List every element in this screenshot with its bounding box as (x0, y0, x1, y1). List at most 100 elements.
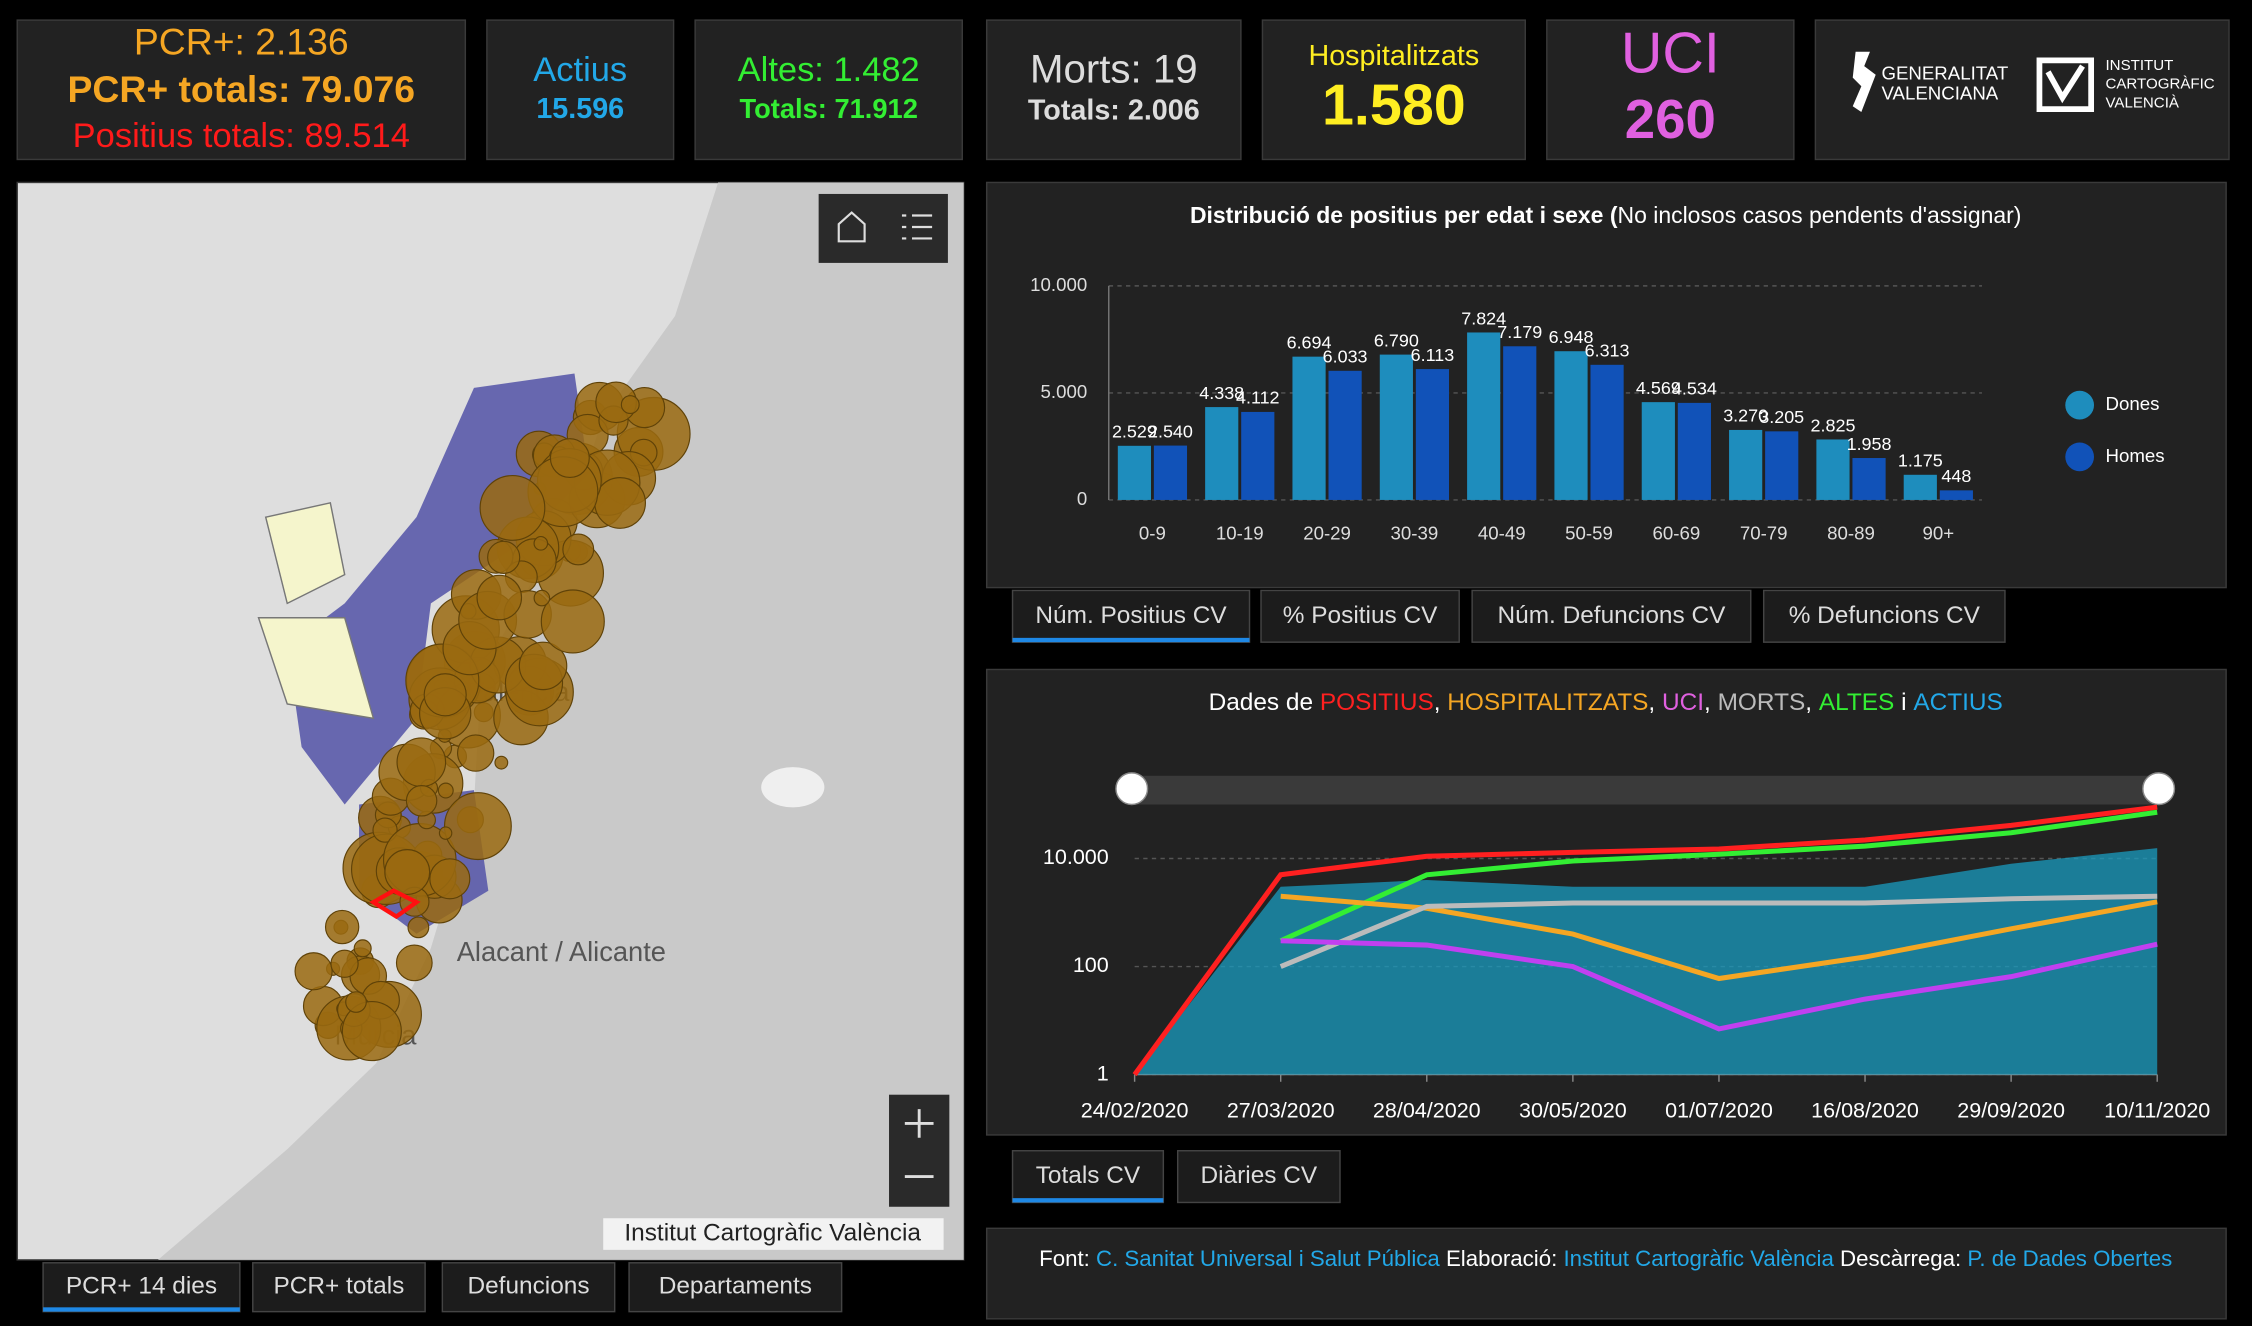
bar (1729, 429, 1763, 500)
data-label: 4.569 (1636, 378, 1681, 398)
layer-list-button[interactable] (901, 214, 933, 240)
tab-label[interactable]: % Positius CV (1283, 602, 1438, 629)
footer-label: Elaboració: (1440, 1246, 1564, 1271)
home-button[interactable] (837, 211, 866, 243)
tab[interactable] (1471, 589, 1752, 643)
bar (1328, 370, 1362, 500)
indicator-text: Altes: 1.482 (738, 51, 920, 89)
bar (1153, 445, 1188, 500)
x-tick-label: 27/03/2020 (1227, 1099, 1335, 1123)
map-toolbar (818, 193, 948, 263)
x-tick-label: 16/08/2020 (1811, 1099, 1919, 1123)
indicator-card (16, 19, 467, 161)
bar (1677, 402, 1711, 500)
line (1279, 893, 2158, 969)
footer-label: Font: (1039, 1246, 1096, 1271)
chart-title-part: UCI (1662, 689, 1704, 716)
chart-title: Distribució de positius per edat i sexe … (1190, 202, 1618, 228)
tab-label[interactable]: Diàries CV (1201, 1162, 1318, 1189)
x-tick-label: 10/11/2020 (2104, 1099, 2210, 1123)
slider-handle[interactable] (2142, 772, 2176, 806)
data-label: 6.113 (1411, 345, 1455, 365)
indicator-text: 1.580 (1322, 73, 1466, 137)
map-bubble (405, 785, 438, 817)
data-label: 6.694 (1287, 332, 1332, 352)
tab[interactable] (1011, 1150, 1165, 1204)
legend-label: Dones (2106, 393, 2160, 414)
chart-title-part: , (1805, 689, 1819, 716)
map-bubble (353, 939, 372, 958)
indicator-text: Totals: 2.006 (1028, 95, 1200, 127)
bar (1241, 411, 1275, 500)
data-label: 7.179 (1497, 322, 1542, 342)
map-bubble (407, 916, 430, 939)
bar (1852, 458, 1886, 500)
line (1280, 938, 2158, 1032)
tab-label[interactable]: Núm. Defuncions CV (1498, 602, 1727, 629)
range-slider[interactable] (1131, 775, 2159, 805)
data-label: 1.958 (1847, 434, 1892, 454)
map-bubble (384, 849, 431, 896)
footer-text: Font: C. Sanitat Universal i Salut Públi… (1039, 1246, 2172, 1271)
bar (1415, 369, 1450, 500)
map-bubble (540, 589, 605, 654)
x-tick-label: 50-59 (1565, 522, 1613, 543)
indicator-text: UCI (1621, 22, 1720, 86)
zoom-in-button[interactable] (904, 1109, 934, 1138)
map-bubble (372, 817, 398, 843)
x-tick-label: 0-9 (1139, 522, 1166, 543)
footer-link[interactable]: P. de Dades Obertes (1967, 1246, 2172, 1271)
map-region (257, 617, 375, 720)
footer-link[interactable]: Institut Cartogràfic València (1563, 1246, 1834, 1271)
map-bubble (443, 792, 512, 861)
indicator-card (486, 19, 675, 161)
logo-text: VALENCIÀ (2106, 94, 2180, 111)
indicator-text: Totals: 71.912 (740, 93, 918, 124)
tab-label[interactable]: PCR+ 14 dies (66, 1273, 217, 1300)
tab[interactable] (628, 1262, 843, 1313)
map-bubble (476, 574, 523, 621)
data-label: 448 (1941, 466, 1971, 486)
tab-label[interactable]: Departaments (659, 1273, 812, 1300)
tab[interactable] (1176, 1150, 1341, 1204)
tab[interactable] (1011, 589, 1251, 643)
bar (1554, 351, 1588, 500)
map-bubble (487, 540, 521, 574)
tab-active-underline (43, 1307, 240, 1312)
tab[interactable] (1762, 589, 2006, 643)
tab-label[interactable]: Totals CV (1036, 1162, 1141, 1189)
logo-text: INSTITUT (2106, 57, 2174, 74)
tab-label[interactable]: Defuncions (467, 1273, 589, 1300)
data-label: 4.112 (1236, 388, 1280, 408)
map-bubble (533, 536, 549, 551)
bar (1379, 354, 1413, 500)
indicator-text: 15.596 (536, 93, 624, 125)
data-label: 4.534 (1672, 379, 1717, 399)
tab-active-underline (1012, 637, 1250, 643)
chart-title-part: , (1434, 689, 1448, 716)
tab[interactable] (252, 1262, 426, 1313)
map-bubble (438, 826, 453, 840)
x-tick-label: 90+ (1923, 522, 1955, 543)
tab[interactable] (1260, 589, 1460, 643)
logo-text: GENERALITAT (1881, 63, 2008, 84)
tab-active-underline (1012, 1198, 1164, 1203)
tab[interactable] (441, 1262, 616, 1313)
data-label: 6.948 (1549, 327, 1594, 347)
logo-icon (2036, 57, 2095, 113)
map-place: Alacant / Alicante (457, 936, 666, 967)
y-tick-label: 10.000 (1030, 274, 1087, 295)
tab[interactable] (42, 1262, 241, 1313)
tab-label[interactable]: PCR+ totals (274, 1273, 405, 1300)
map-highlight (369, 888, 421, 920)
chart-title-part: HOSPITALITZATS (1447, 689, 1648, 716)
map-bubble (324, 909, 360, 945)
tab-label[interactable]: Núm. Positius CV (1035, 602, 1227, 629)
tab-label[interactable]: % Defuncions CV (1789, 602, 1981, 629)
footer-link[interactable]: C. Sanitat Universal i Salut Pública (1096, 1246, 1440, 1271)
y-tick-label: 10.000 (1043, 845, 1109, 869)
slider-handle[interactable] (1115, 772, 1149, 806)
indicator-text: Morts: 19 (1030, 46, 1198, 91)
indicator-text: Positius totals: 89.514 (73, 117, 410, 155)
